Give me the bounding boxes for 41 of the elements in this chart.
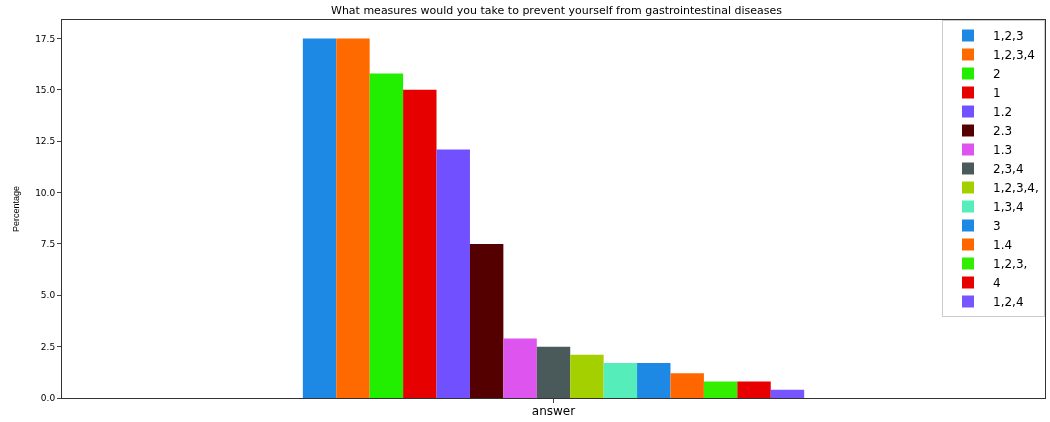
bar: [336, 38, 370, 398]
bar: [503, 338, 537, 398]
legend-label: 4: [993, 276, 1001, 291]
chart-title: What measures would you take to prevent yourself from gastrointestinal diseases: [331, 4, 783, 18]
bar: [302, 38, 337, 398]
legend-label: 2,3,4: [993, 162, 1024, 177]
legend-label: 1,2,3,: [993, 257, 1028, 272]
legend-label: 1,2,3: [993, 29, 1024, 44]
legend-label: 2: [993, 67, 1001, 82]
y-tick-label: 17.5: [35, 33, 56, 44]
y-tick-label: 0.0: [40, 393, 56, 404]
legend-label: 1,2,3,4: [993, 48, 1035, 63]
y-tick-label: 7.5: [40, 239, 56, 250]
bar: [469, 243, 504, 398]
bar: [703, 381, 738, 398]
bar: [603, 363, 638, 398]
bar: [369, 73, 404, 398]
legend-label: 1,2,4: [993, 295, 1024, 310]
y-axis-title: Percentage: [10, 185, 21, 233]
legend-label: 1.4: [993, 238, 1013, 253]
bar: [403, 89, 437, 398]
bar: [637, 363, 671, 398]
y-tick-label: 5.0: [40, 290, 56, 301]
y-tick-label: 12.5: [35, 136, 56, 147]
bar: [770, 389, 805, 398]
legend-label: 1.3: [993, 143, 1013, 158]
y-tick-label: 10.0: [35, 187, 56, 198]
bar: [536, 346, 571, 398]
bar: [670, 373, 704, 398]
legend-label: 2.3: [993, 124, 1013, 139]
legend-label: 1,3,4: [993, 200, 1024, 215]
legend-label: 1.2: [993, 105, 1013, 120]
y-tick-label: 15.0: [35, 85, 56, 95]
bar: [737, 381, 771, 398]
legend-label: 1,2,3,4,: [993, 181, 1039, 196]
legend-label: 1: [993, 86, 1001, 101]
bar: [436, 149, 470, 398]
y-tick-label: 2.5: [40, 341, 56, 352]
x-axis-title: answer: [531, 403, 576, 418]
legend-label: 3: [993, 219, 1001, 234]
bar: [570, 354, 604, 398]
